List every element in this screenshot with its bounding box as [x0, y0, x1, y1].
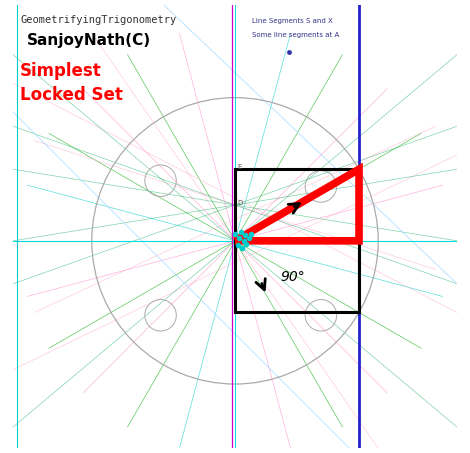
- Text: 90°: 90°: [281, 270, 306, 284]
- Text: Locked Set: Locked Set: [20, 86, 123, 104]
- Text: SanjoyNath(C): SanjoyNath(C): [27, 33, 151, 48]
- Text: E: E: [237, 164, 242, 170]
- Text: D: D: [237, 200, 243, 206]
- Text: GeometrifyingTrigonometry: GeometrifyingTrigonometry: [20, 14, 176, 24]
- Bar: [235, 169, 359, 313]
- Text: Line Segments S and X: Line Segments S and X: [252, 18, 333, 24]
- Text: Some line segments at A: Some line segments at A: [252, 33, 339, 39]
- Text: Simplest: Simplest: [20, 62, 102, 80]
